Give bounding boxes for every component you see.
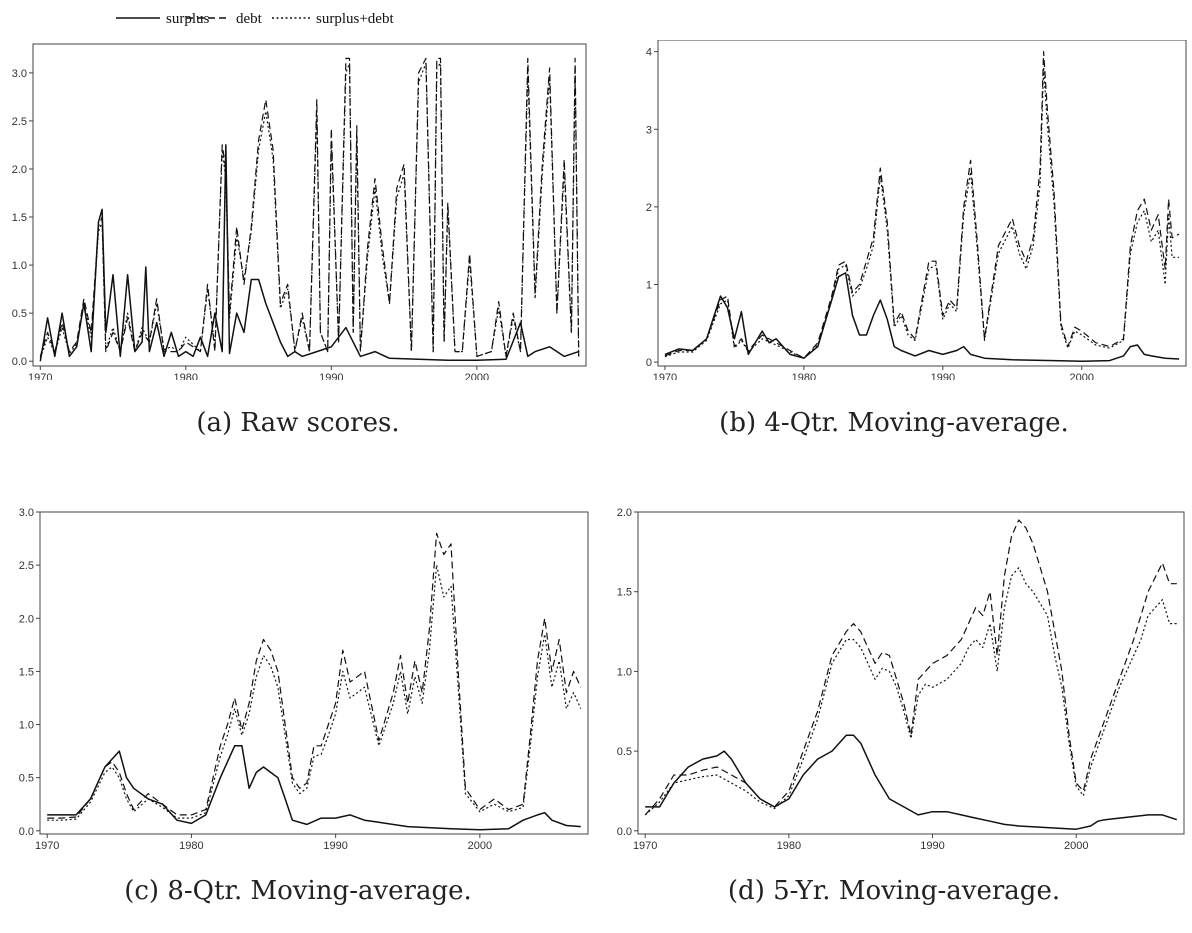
x-tick-label: 1980: [174, 372, 198, 380]
y-tick-label: 2: [646, 202, 652, 214]
series-line-surplus: [39, 144, 579, 362]
y-tick-label: 0.0: [19, 826, 34, 838]
plot-frame: [657, 40, 1187, 367]
y-tick-label: 1.0: [12, 260, 27, 272]
chart-legend: surplus debt surplus+debt: [116, 11, 394, 27]
chart-panel-c: 1970 1980 1990 2000 0.0 0.5 1.0 1.5 2.0 2.5 3.0: [0, 500, 596, 850]
chart-a: 1970 1980 1990 2000 0.0 0.5 1.0 1.5 2.0 2.5 3.0: [12, 43, 587, 380]
y-tick-label: 3.0: [19, 507, 34, 519]
y-tick-label: 1.0: [617, 666, 632, 678]
caption-c: (c) 8-Qtr. Moving-average.: [124, 876, 472, 906]
x-tick-label: 1980: [179, 840, 203, 850]
legend-label-surplus: surplus: [166, 11, 210, 27]
x-tick-label: 2000: [1064, 840, 1088, 850]
series-line-surplus+debt: [644, 567, 1177, 816]
caption-b: (b) 4-Qtr. Moving-average.: [719, 408, 1069, 438]
legend-label-surplus+debt: surplus+debt: [316, 11, 394, 27]
x-tick-label: 2000: [468, 840, 492, 850]
y-tick-label: 0.0: [12, 356, 27, 368]
y-tick-label: 1.0: [19, 720, 34, 732]
y-tick-label: 2.0: [12, 164, 27, 176]
y-tick-label: 3: [646, 124, 652, 136]
x-tick-label: 1980: [777, 840, 801, 850]
y-tick-label: 0.0: [617, 826, 632, 838]
chart-c: 1970 1980 1990 2000 0.0 0.5 1.0 1.5 2.0 2.5 3.0: [19, 507, 589, 850]
series-line-debt: [644, 519, 1177, 816]
x-tick-label: 1980: [792, 372, 816, 380]
series-line-surplus: [664, 272, 1180, 363]
series-line-surplus+debt: [47, 564, 582, 821]
y-tick-label: 1.5: [617, 587, 632, 599]
y-tick-label: 0.5: [617, 746, 632, 758]
y-tick-label: 4: [646, 47, 652, 59]
series-line-surplus: [645, 734, 1178, 830]
plot-frame: [32, 43, 587, 367]
y-tick-label: 0: [646, 357, 652, 369]
series-line-surplus+debt: [39, 62, 580, 359]
y-tick-label: 0.5: [12, 308, 27, 320]
chart-panel-a: 1970 1980 1990 2000 0.0 0.5 1.0 1.5 2.0 2.5 3.0: [0, 40, 596, 380]
x-tick-label: 1970: [653, 372, 677, 380]
legend-label-debt: debt: [236, 11, 263, 27]
caption-d: (d) 5-Yr. Moving-average.: [727, 876, 1061, 906]
y-tick-label: 2.5: [19, 560, 34, 572]
x-tick-label: 2000: [465, 372, 489, 380]
y-tick-label: 2.0: [617, 507, 632, 519]
plot-frame: [637, 511, 1185, 835]
chart-d: 1970 1980 1990 2000 0.0 0.5 1.0 1.5 2.0: [617, 507, 1185, 850]
x-tick-label: 1990: [323, 840, 347, 850]
y-tick-label: 1.5: [19, 666, 34, 678]
y-tick-label: 2.0: [19, 613, 34, 625]
series-line-surplus: [47, 745, 581, 831]
y-tick-label: 1.5: [12, 212, 27, 224]
y-tick-label: 3.0: [12, 68, 27, 80]
y-tick-label: 2.5: [12, 116, 27, 128]
y-tick-label: 1: [646, 280, 652, 292]
chart-b: 1970 1980 1990 2000 0 1 2 3 4: [646, 40, 1187, 380]
plot-frame: [39, 511, 589, 835]
x-tick-label: 1990: [920, 840, 944, 850]
x-tick-label: 1990: [931, 372, 955, 380]
series-line-surplus+debt: [664, 66, 1180, 359]
series-line-debt: [47, 532, 582, 819]
x-tick-label: 1970: [633, 840, 657, 850]
x-tick-label: 1990: [319, 372, 343, 380]
x-tick-label: 1970: [28, 372, 52, 380]
x-tick-label: 1970: [35, 840, 59, 850]
x-tick-label: 2000: [1070, 372, 1094, 380]
chart-panel-b: 1970 1980 1990 2000 0 1 2 3 4: [596, 40, 1192, 380]
caption-a: (a) Raw scores.: [196, 408, 400, 438]
chart-panel-d: 1970 1980 1990 2000 0.0 0.5 1.0 1.5 2.0: [596, 500, 1192, 850]
y-tick-label: 0.5: [19, 773, 34, 785]
